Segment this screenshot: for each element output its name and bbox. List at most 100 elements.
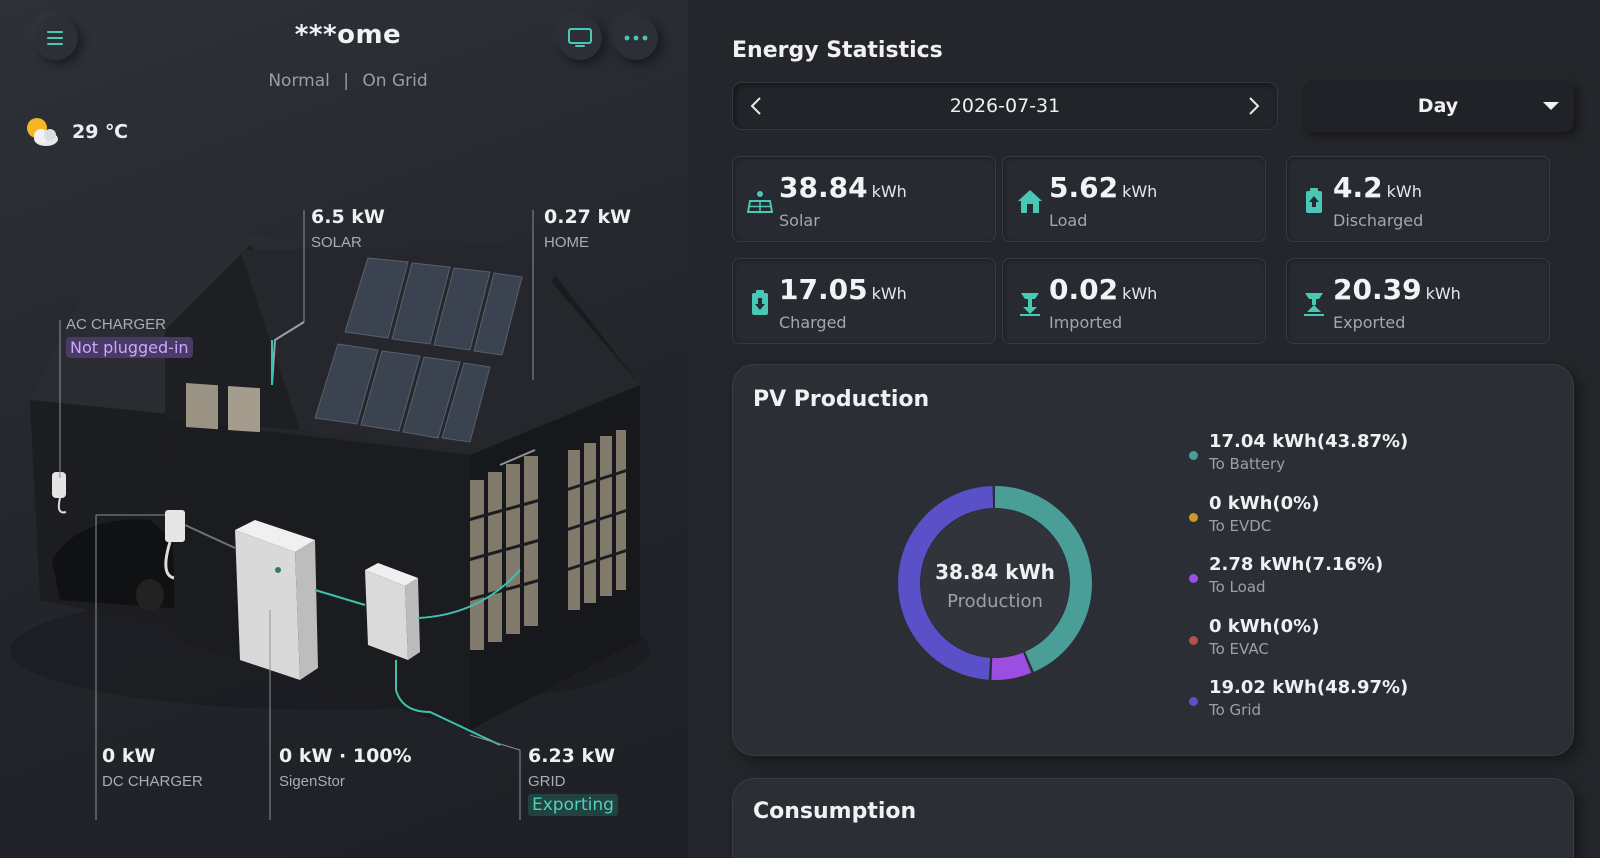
window	[228, 385, 260, 433]
grid-import-icon	[1020, 293, 1040, 316]
legend-label: To Grid	[1209, 701, 1262, 719]
chevron-right-icon[interactable]	[1245, 96, 1261, 116]
dc-charger-flow: 0 kW DC CHARGER	[102, 745, 203, 790]
stat-card-discharged[interactable]: 4.2 kWh Discharged	[1286, 156, 1550, 242]
ac-charger-flow: AC CHARGER Not plugged-in	[66, 316, 193, 358]
legend-item-to-evac: 0 kWh(0%) To EVAC	[1189, 616, 1408, 678]
site-title: ***ome	[294, 20, 402, 50]
display-button[interactable]	[558, 16, 602, 60]
date-navigator: 2026-07-31	[732, 82, 1278, 130]
exported-unit: kWh	[1425, 284, 1461, 303]
discharged-unit: kWh	[1386, 182, 1422, 201]
ac-charger-device	[52, 472, 67, 514]
car-wheel	[136, 579, 164, 611]
stat-card-solar[interactable]: 38.84 kWh Solar	[732, 156, 996, 242]
legend-dot	[1189, 574, 1198, 583]
battery-power: 0 kW · 100%	[279, 745, 412, 767]
legend-label: To EVAC	[1209, 639, 1269, 658]
legend-dot	[1189, 635, 1198, 645]
discharged-card-label: Discharged	[1333, 211, 1424, 230]
status-separator: |	[343, 71, 349, 91]
legend-item-to-evdc: 0 kWh(0%) To EVDC	[1189, 493, 1408, 555]
dc-charger-device	[164, 510, 185, 580]
dc-charger-label: DC CHARGER	[102, 773, 203, 790]
energy-flow-panel: ***ome Normal | On Grid 29 ℃	[0, 0, 688, 858]
donut-segment-to-load	[898, 486, 1092, 680]
solar-value: 38.84	[779, 171, 868, 204]
solar-card-label: Solar	[779, 211, 820, 230]
load-card-label: Load	[1049, 211, 1088, 230]
donut-center-value: 38.84 kWh	[935, 560, 1055, 584]
window	[186, 383, 218, 430]
donut-segment-to-grid	[898, 486, 1092, 680]
donut-segment-to-battery	[898, 486, 1092, 680]
stat-card-exported[interactable]: 20.39 kWh Exported	[1286, 258, 1550, 344]
flow-lines	[184, 321, 536, 746]
operation-mode: Normal	[268, 71, 330, 91]
sigenstor-device	[235, 520, 318, 680]
solar-panel-icon	[747, 191, 773, 213]
pv-donut-chart: 38.84 kWh Production	[898, 486, 1092, 680]
range-dropdown[interactable]: Day	[1302, 80, 1574, 132]
monitor-icon	[568, 28, 592, 47]
home-flow: 0.27 kW HOME	[544, 206, 631, 251]
consumption-title: Consumption	[753, 799, 917, 824]
ac-charger-status-badge: Not plugged-in	[66, 337, 193, 358]
donut-center	[921, 509, 1069, 657]
load-value: 5.62	[1049, 171, 1119, 204]
load-unit: kWh	[1122, 182, 1158, 201]
legend-value: 2.78 kWh(7.16%)	[1209, 554, 1384, 575]
stat-card-imported[interactable]: 0.02 kWh Imported	[1002, 258, 1266, 344]
ac-charger-label: AC CHARGER	[66, 316, 167, 333]
solar-label: SOLAR	[311, 234, 362, 251]
solar-flow: 6.5 kW SOLAR	[311, 206, 385, 251]
solar-unit: kWh	[871, 182, 907, 201]
inverter-device	[365, 563, 420, 660]
legend-dot	[1189, 697, 1198, 706]
legend-value: 19.02 kWh(48.97%)	[1209, 677, 1409, 698]
legend-value: 17.04 kWh(43.87%)	[1209, 431, 1409, 452]
weather: 29 ℃	[24, 116, 128, 148]
discharged-value: 4.2	[1333, 171, 1383, 204]
grid-export-icon	[1304, 293, 1324, 316]
grid-power: 6.23 kW	[528, 745, 616, 767]
charged-card-label: Charged	[779, 313, 847, 332]
range-value: Day	[1417, 95, 1459, 117]
solar-panels	[314, 257, 523, 443]
stat-card-charged[interactable]: 17.05 kWh Charged	[732, 258, 996, 344]
more-icon	[624, 35, 648, 41]
stat-card-load[interactable]: 5.62 kWh Load	[1002, 156, 1266, 242]
legend-value: 0 kWh(0%)	[1209, 615, 1320, 637]
consumption-panel: Consumption	[732, 778, 1574, 858]
house-illustration	[10, 210, 650, 820]
grid-state: On Grid	[362, 71, 428, 91]
legend-dot	[1189, 512, 1198, 522]
legend-item-to-load: 2.78 kWh(7.16%) To Load	[1189, 554, 1408, 616]
temperature: 29 ℃	[72, 121, 129, 143]
imported-value: 0.02	[1049, 273, 1119, 306]
exported-value: 20.39	[1333, 273, 1422, 306]
charged-unit: kWh	[871, 284, 907, 303]
legend-label: To Load	[1209, 578, 1266, 596]
legend-value: 0 kWh(0%)	[1209, 492, 1320, 514]
home-power: 0.27 kW	[544, 206, 632, 228]
dc-charger-power: 0 kW	[102, 745, 156, 767]
legend-label: To Battery	[1209, 455, 1286, 473]
home-icon	[1018, 190, 1042, 213]
battery-discharge-icon	[1306, 188, 1322, 213]
chevron-left-icon[interactable]	[749, 96, 765, 116]
legend-dot	[1189, 451, 1198, 460]
leader-lines	[59, 210, 534, 820]
menu-button[interactable]	[34, 16, 78, 60]
imported-card-label: Imported	[1049, 313, 1123, 332]
legend-item-to-battery: 17.04 kWh(43.87%) To Battery	[1189, 431, 1408, 493]
more-button[interactable]	[614, 16, 658, 60]
selected-date[interactable]: 2026-07-31	[949, 95, 1061, 117]
grid-flow: 6.23 kW GRID Exporting	[528, 745, 618, 816]
exported-card-label: Exported	[1333, 313, 1406, 332]
grid-status-badge: Exporting	[528, 794, 618, 816]
battery-label: SigenStor	[279, 773, 345, 790]
pv-production-title: PV Production	[753, 387, 930, 412]
battery-flow: 0 kW · 100% SigenStor	[279, 745, 412, 790]
pv-production-panel: PV Production 38.84 kWh Production 17.04…	[732, 364, 1574, 756]
